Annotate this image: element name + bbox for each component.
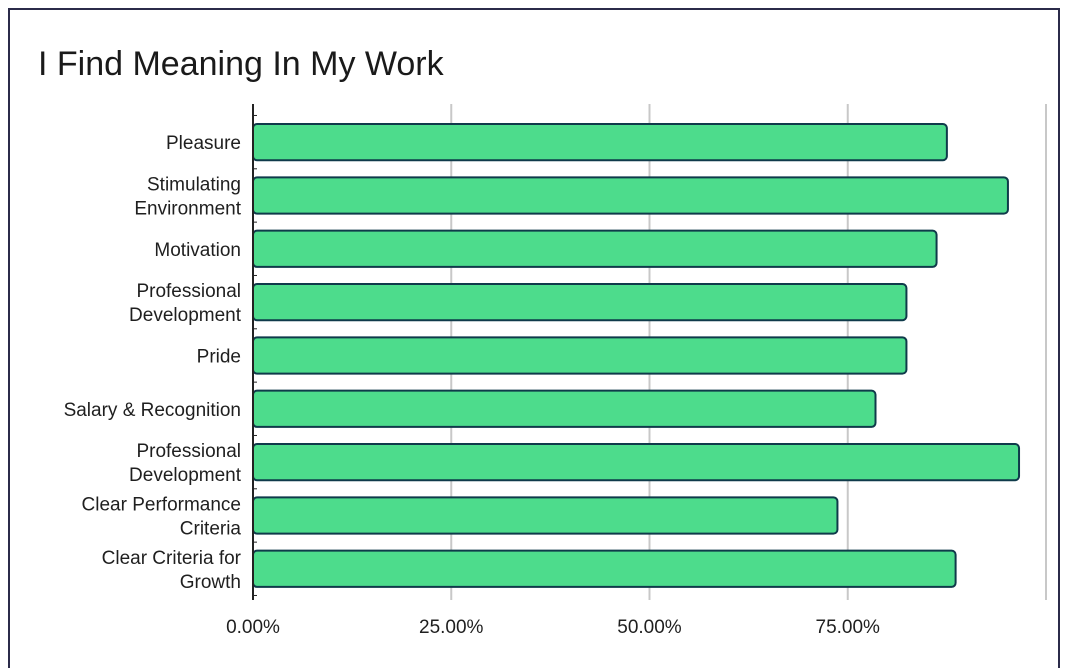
bars <box>252 123 1021 588</box>
category-label: Professional <box>136 441 241 462</box>
category-label: Pleasure <box>166 133 241 154</box>
category-label: Growth <box>180 572 241 593</box>
x-tick-label: 0.00% <box>226 617 280 638</box>
bar <box>252 443 1021 482</box>
category-label: Motivation <box>154 240 241 261</box>
chart-title: I Find Meaning In My Work <box>38 45 444 83</box>
bar <box>252 336 908 375</box>
category-label: Stimulating <box>147 174 241 195</box>
bar <box>252 283 908 322</box>
category-label: Clear Performance <box>82 494 241 515</box>
bar <box>252 176 1009 215</box>
bar <box>252 229 938 268</box>
category-label: Professional <box>136 281 241 302</box>
category-label: Pride <box>197 346 241 367</box>
category-label: Salary & Recognition <box>64 400 241 421</box>
bar <box>252 389 877 428</box>
bar <box>252 123 948 162</box>
x-tick-label: 25.00% <box>419 617 484 638</box>
category-labels: Pleasure Stimulating Environment Motivation… <box>64 133 242 593</box>
x-tick-label: 50.00% <box>617 617 682 638</box>
category-label: Development <box>129 465 242 486</box>
y-axis <box>252 104 257 600</box>
bar <box>252 549 957 588</box>
category-label: Clear Criteria for <box>102 548 242 569</box>
category-label: Criteria <box>180 518 242 539</box>
category-label: Environment <box>134 198 241 219</box>
x-tick-labels: 0.00% 25.00% 50.00% 75.00% <box>226 617 880 638</box>
x-tick-label: 75.00% <box>816 617 881 638</box>
bar <box>252 496 839 535</box>
category-label: Development <box>129 305 242 326</box>
